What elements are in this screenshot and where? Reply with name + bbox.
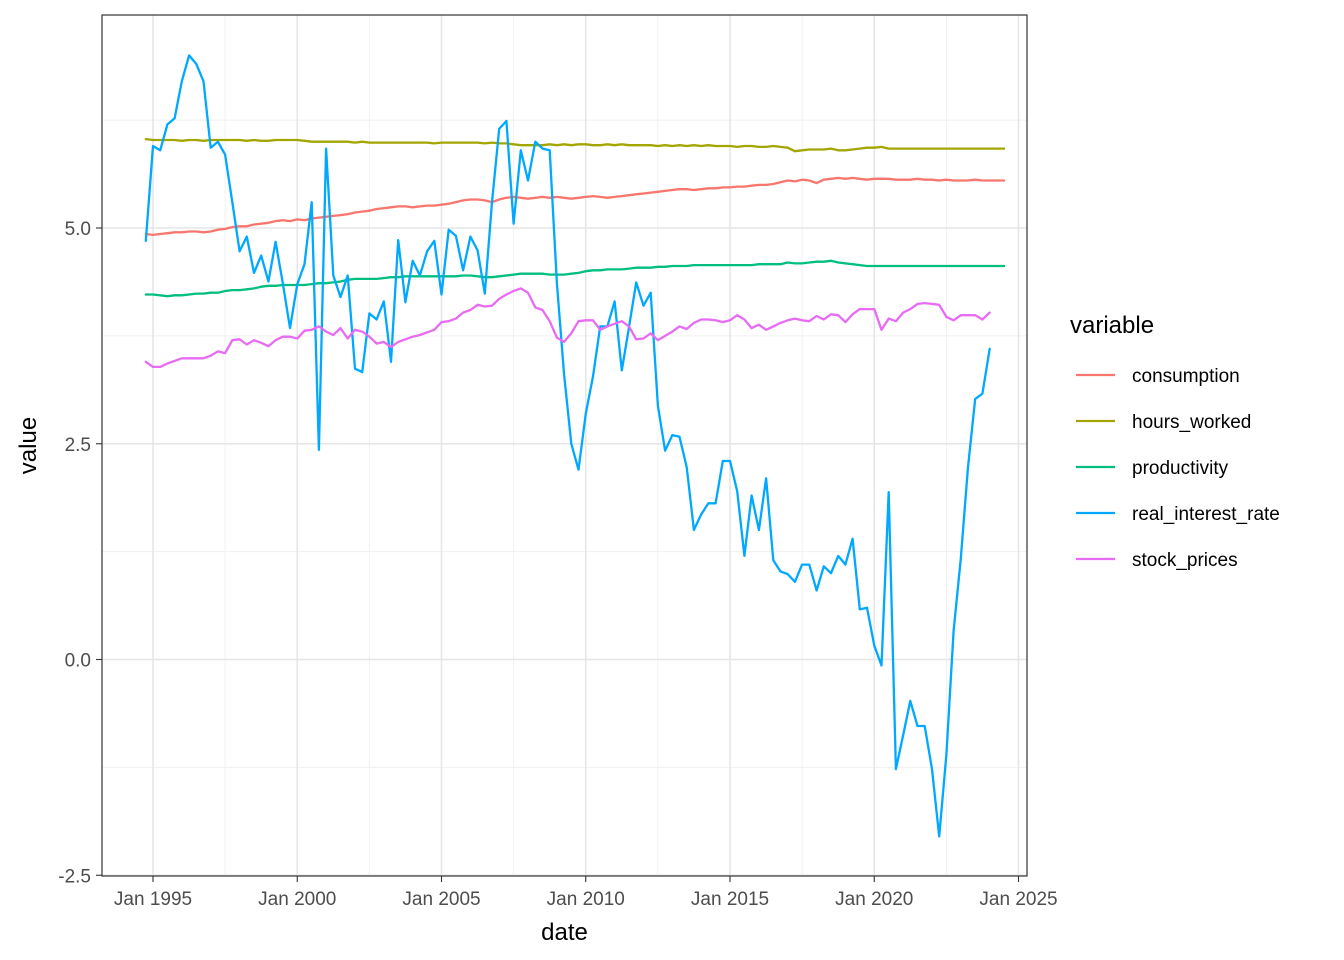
legend-label-consumption: consumption — [1132, 366, 1240, 387]
x-tick-label: Jan 2005 — [402, 889, 480, 910]
series-line-real-interest-rate — [144, 54, 991, 838]
x-tick-label: Jan 2000 — [258, 889, 336, 910]
y-tick-label: -2.5 — [58, 866, 91, 887]
legend-label-hours-worked: hours_worked — [1132, 412, 1251, 433]
series-lines — [144, 54, 1006, 838]
y-tick-label: 0.0 — [65, 651, 91, 672]
series-line-productivity — [144, 259, 1006, 298]
plot-panel-border — [101, 14, 1028, 877]
x-tick-label: Jan 2020 — [835, 889, 913, 910]
legend-label-stock-prices: stock_prices — [1132, 550, 1238, 571]
x-tick-label: Jan 2025 — [979, 889, 1057, 910]
x-tick-label: Jan 2010 — [547, 889, 625, 910]
y-axis-ticks: -2.5 0.0 2.5 5.0 — [58, 219, 102, 887]
x-tick-label: Jan 1995 — [114, 889, 192, 910]
y-tick-label: 5.0 — [65, 219, 91, 240]
legend-label-productivity: productivity — [1132, 458, 1229, 479]
legend-title: variable — [1070, 312, 1154, 339]
legend: variable consumption hours_worked producti… — [1070, 312, 1280, 571]
legend-label-real-interest-rate: real_interest_rate — [1132, 504, 1280, 525]
x-tick-label: Jan 2015 — [691, 889, 769, 910]
y-tick-label: 2.5 — [65, 435, 91, 456]
x-axis-ticks: Jan 1995 Jan 2000 Jan 2005 Jan 2010 Jan 2015… — [114, 876, 1058, 910]
series-line-stock-prices — [144, 287, 991, 369]
legend-items: consumption hours_worked productivity real_… — [1076, 366, 1280, 571]
series-line-hours-worked — [144, 137, 1006, 153]
series-line-consumption — [144, 176, 1006, 237]
minor-gridlines — [102, 15, 1027, 876]
y-axis-title: value — [15, 417, 42, 474]
x-axis-title: date — [541, 919, 588, 946]
